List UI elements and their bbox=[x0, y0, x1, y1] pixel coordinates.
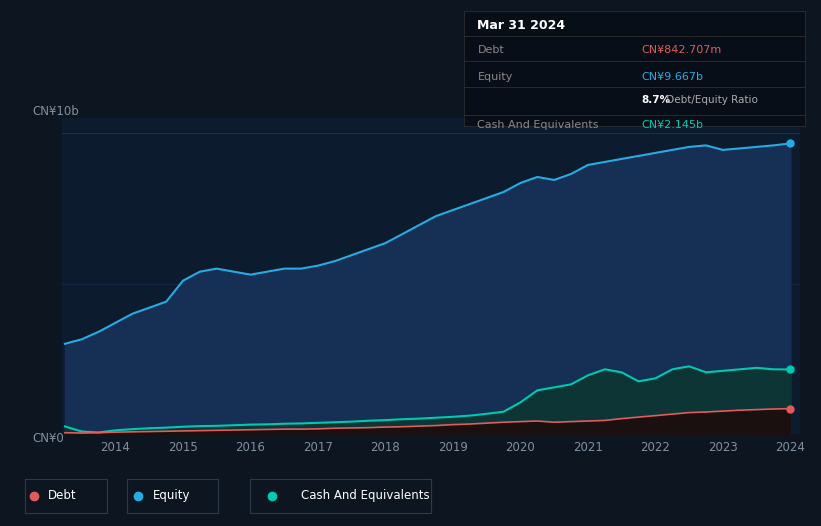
Text: CN¥0: CN¥0 bbox=[33, 432, 65, 446]
Text: Mar 31 2024: Mar 31 2024 bbox=[478, 18, 566, 32]
Text: Cash And Equivalents: Cash And Equivalents bbox=[478, 120, 599, 130]
Text: CN¥2.145b: CN¥2.145b bbox=[641, 120, 703, 130]
Text: Debt: Debt bbox=[478, 45, 504, 55]
Text: Cash And Equivalents: Cash And Equivalents bbox=[301, 489, 429, 502]
Text: CN¥10b: CN¥10b bbox=[33, 105, 80, 118]
Text: Equity: Equity bbox=[478, 72, 513, 82]
Text: Equity: Equity bbox=[153, 489, 190, 502]
Text: Debt/Equity Ratio: Debt/Equity Ratio bbox=[663, 95, 758, 105]
Text: 8.7%: 8.7% bbox=[641, 95, 670, 105]
Text: Debt: Debt bbox=[48, 489, 76, 502]
Text: CN¥9.667b: CN¥9.667b bbox=[641, 72, 703, 82]
Text: CN¥842.707m: CN¥842.707m bbox=[641, 45, 722, 55]
